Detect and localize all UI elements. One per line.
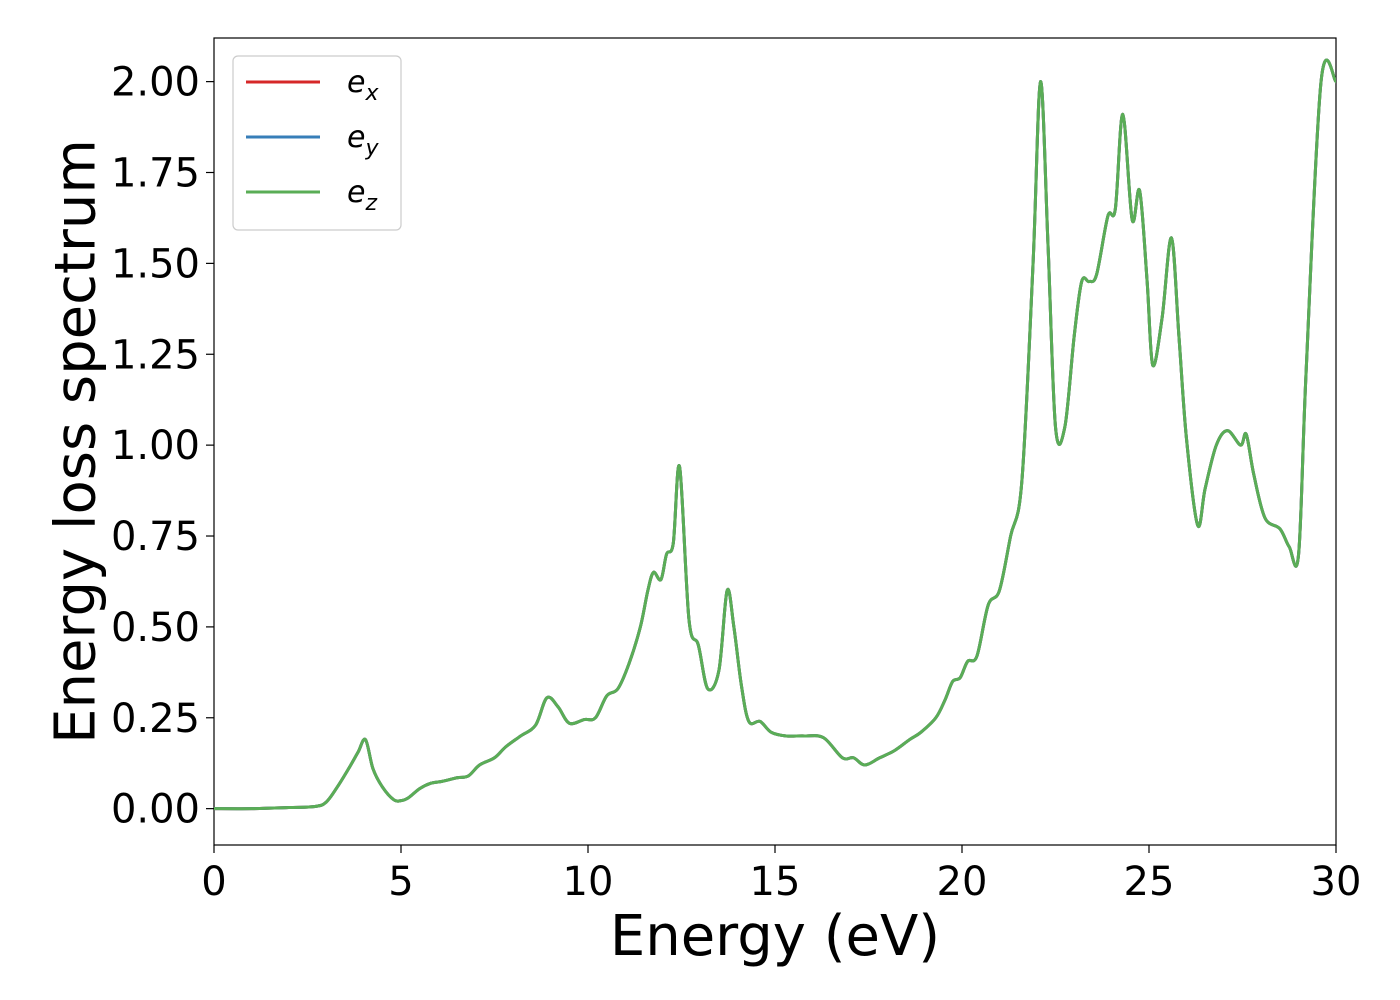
x-tick-label: 10 bbox=[563, 859, 614, 905]
y-tick-label: 0.50 bbox=[111, 605, 200, 651]
x-tick-label: 0 bbox=[201, 859, 226, 905]
y-tick-label: 1.25 bbox=[111, 332, 200, 378]
x-tick-label: 15 bbox=[750, 859, 801, 905]
x-axis-title: Energy (eV) bbox=[610, 904, 940, 969]
series-line-e-z bbox=[214, 58, 1336, 811]
y-tick-label: 0.00 bbox=[111, 787, 200, 833]
legend-label: ey bbox=[347, 120, 379, 161]
y-axis-ticks: 0.00 0.25 0.50 0.75 1.00 1.25 1.50 1.75 2.00 bbox=[111, 60, 214, 833]
x-tick-label: 25 bbox=[1124, 859, 1175, 905]
x-tick-label: 20 bbox=[937, 859, 988, 905]
y-tick-label: 0.25 bbox=[111, 696, 200, 742]
legend-label: ez bbox=[347, 175, 377, 216]
y-tick-label: 2.00 bbox=[111, 60, 200, 106]
x-tick-label: 30 bbox=[1311, 859, 1362, 905]
x-tick-label: 5 bbox=[388, 859, 413, 905]
y-tick-label: 0.75 bbox=[111, 514, 200, 560]
legend-box bbox=[232, 55, 402, 231]
legend: ex ey ez bbox=[232, 55, 402, 231]
y-axis-title: Energy loss spectrum bbox=[44, 139, 109, 744]
series-group bbox=[214, 58, 1336, 811]
y-tick-label: 1.75 bbox=[111, 151, 200, 197]
x-axis-ticks: 0 5 10 15 20 25 30 bbox=[201, 845, 1361, 905]
y-tick-label: 1.50 bbox=[111, 241, 200, 287]
y-tick-label: 1.00 bbox=[111, 423, 200, 469]
legend-label: ex bbox=[347, 65, 379, 106]
